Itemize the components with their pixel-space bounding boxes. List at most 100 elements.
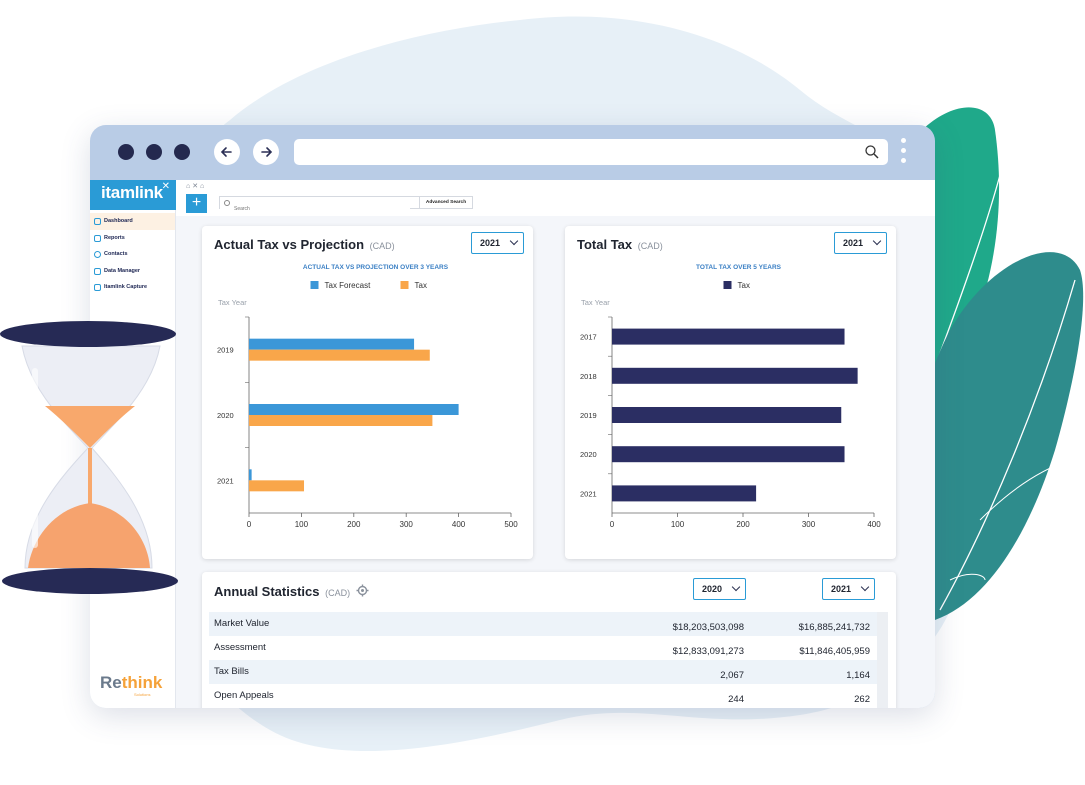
window-dot bbox=[118, 144, 134, 160]
x-tick-label: 100 bbox=[295, 520, 309, 529]
legend-swatch bbox=[310, 281, 319, 289]
contacts-icon bbox=[94, 251, 101, 258]
bar bbox=[612, 407, 842, 423]
leaf-vein-4 bbox=[949, 573, 986, 581]
bar bbox=[249, 480, 305, 492]
table-row: Tax Bills 2,067 1,164 bbox=[209, 660, 877, 684]
card-title-text: Actual Tax vs Projection bbox=[214, 237, 365, 252]
x-tick-label: 100 bbox=[671, 520, 685, 529]
total-tax-card: Total Tax (CAD) 2021 TOTAL TAX OVER 5 YE… bbox=[565, 226, 896, 559]
y-tick-label: 2019 bbox=[217, 346, 234, 355]
y-axis-label: Tax Year bbox=[581, 298, 610, 307]
select-value: 2021 bbox=[831, 584, 852, 594]
scrollbar[interactable] bbox=[877, 612, 888, 708]
value-2021: $11,846,405,959 bbox=[799, 646, 870, 657]
y-tick-label: 2021 bbox=[217, 476, 234, 485]
bar bbox=[249, 469, 252, 481]
row-label: Assessment bbox=[214, 642, 266, 653]
year-select-2021[interactable]: 2021 bbox=[822, 578, 875, 600]
bar bbox=[249, 404, 459, 415]
y-tick-label: 2019 bbox=[580, 411, 597, 420]
search-field: Advanced Search bbox=[219, 196, 473, 215]
app-screen: itamlink ✕ Dashboard Reports Contacts Da… bbox=[90, 180, 935, 708]
bell-icon[interactable]: ⌂ bbox=[200, 183, 205, 190]
arrow-left-icon bbox=[220, 147, 232, 157]
reports-icon bbox=[94, 234, 101, 242]
chevron-down-icon bbox=[872, 236, 882, 246]
legend-swatch bbox=[400, 281, 409, 289]
total-tax-chart: TOTAL TAX OVER 5 YEARS Tax Tax Year 0 100 200… bbox=[580, 264, 881, 529]
bar bbox=[249, 349, 430, 361]
chart-title: TOTAL TAX OVER 5 YEARS bbox=[696, 264, 782, 271]
value-2021: $16,885,241,732 bbox=[798, 622, 870, 633]
y-tick-label: 2020 bbox=[580, 450, 597, 459]
close-icon[interactable]: ✕ bbox=[161, 181, 170, 192]
legend-label: Tax bbox=[738, 281, 750, 290]
table-row: Open Appeals 244 262 bbox=[209, 684, 877, 708]
bar bbox=[612, 367, 858, 384]
leaf-vein-3 bbox=[979, 459, 1071, 521]
sidebar-item-dashboard[interactable]: Dashboard bbox=[90, 213, 175, 230]
year-select[interactable]: 2021 bbox=[834, 232, 887, 254]
leaf-teal-shape bbox=[902, 252, 1084, 620]
value-2020: 2,067 bbox=[720, 670, 744, 681]
currency-label: (CAD) bbox=[369, 241, 395, 251]
y-tick-label: 2020 bbox=[217, 411, 234, 420]
sidebar-item-itamlink-capture[interactable]: Itamlink Capture bbox=[90, 279, 175, 296]
window-dot bbox=[174, 144, 190, 160]
brand-part-a: Re bbox=[100, 673, 122, 692]
year-select[interactable]: 2021 bbox=[471, 232, 524, 254]
hourglass-sand-stream bbox=[88, 448, 92, 518]
value-2020: $18,203,503,098 bbox=[672, 622, 744, 633]
hourglass-sand-bottom bbox=[28, 503, 150, 568]
search-input[interactable] bbox=[220, 203, 410, 215]
actual-tax-card: Actual Tax vs Projection (CAD) 2021 ACTU… bbox=[202, 226, 533, 559]
y-tick-label: 2021 bbox=[580, 489, 597, 498]
browser-toolbar bbox=[90, 125, 935, 180]
card-title: Annual Statistics (CAD) bbox=[214, 584, 350, 599]
year-select-2020[interactable]: 2020 bbox=[693, 578, 746, 600]
x-tick-label: 300 bbox=[400, 520, 414, 529]
row-label: Open Appeals bbox=[214, 690, 274, 701]
sidebar-item-reports[interactable]: Reports bbox=[90, 230, 175, 247]
hourglass-top-cap bbox=[0, 321, 176, 347]
database-icon bbox=[94, 267, 101, 275]
sidebar-item-data-manager[interactable]: Data Manager bbox=[90, 263, 175, 280]
tools-icon[interactable]: ✕ bbox=[192, 183, 199, 190]
home-icon bbox=[94, 218, 101, 225]
rethink-sub: Solutions bbox=[134, 692, 151, 697]
actual-tax-chart: ACTUAL TAX VS PROJECTION OVER 3 YEARS Tax… bbox=[217, 264, 518, 529]
menu-kebab-icon[interactable] bbox=[901, 138, 907, 168]
x-tick-label: 400 bbox=[867, 520, 881, 529]
chevron-down-icon bbox=[731, 582, 741, 592]
sidebar-item-label: Contacts bbox=[104, 251, 128, 257]
x-tick-label: 200 bbox=[347, 520, 361, 529]
y-tick-label: 2017 bbox=[580, 333, 597, 342]
x-tick-label: 0 bbox=[610, 520, 615, 529]
search-icon bbox=[224, 200, 230, 206]
home-icon[interactable]: ⌂ bbox=[186, 183, 191, 190]
sidebar-item-contacts[interactable]: Contacts bbox=[90, 246, 175, 263]
gear-icon[interactable] bbox=[356, 584, 369, 597]
row-label: Tax Bills bbox=[214, 666, 249, 677]
bar bbox=[249, 338, 415, 350]
add-button[interactable]: + bbox=[186, 194, 207, 213]
address-bar[interactable] bbox=[294, 139, 888, 165]
search-icon[interactable] bbox=[864, 144, 880, 160]
card-title: Total Tax (CAD) bbox=[577, 237, 663, 252]
logo: itamlink bbox=[101, 183, 163, 202]
y-tick-label: 2018 bbox=[580, 372, 597, 381]
forward-button[interactable] bbox=[253, 139, 279, 165]
table-row: Assessment $12,833,091,273 $11,846,405,959 bbox=[209, 636, 877, 660]
value-2020: $12,833,091,273 bbox=[672, 646, 744, 657]
back-button[interactable] bbox=[214, 139, 240, 165]
sidebar-item-label: Itamlink Capture bbox=[104, 284, 148, 290]
card-title-text: Total Tax bbox=[577, 237, 633, 252]
bar bbox=[249, 415, 433, 426]
sidebar-item-label: Dashboard bbox=[104, 218, 133, 224]
select-value: 2020 bbox=[702, 584, 723, 594]
x-tick-label: 400 bbox=[452, 520, 466, 529]
card-title: Actual Tax vs Projection (CAD) bbox=[214, 237, 395, 252]
advanced-search-button[interactable]: Advanced Search bbox=[419, 197, 472, 208]
chevron-down-icon bbox=[509, 236, 519, 246]
